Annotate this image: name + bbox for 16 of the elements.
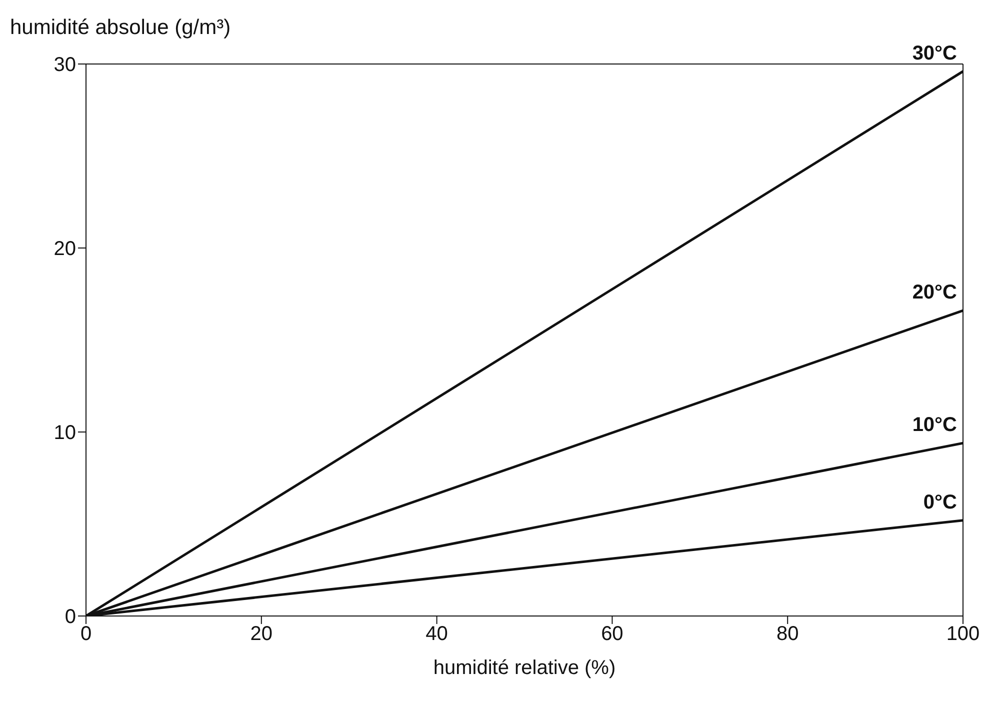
x-axis-title: humidité relative (%)	[433, 657, 616, 679]
series-label: 10°C	[912, 414, 957, 436]
y-axis-title: humidité absolue (g/m³)	[10, 16, 231, 40]
y-tick-label: 10	[54, 422, 76, 444]
x-tick-label: 20	[250, 623, 273, 646]
x-tick-label: 100	[946, 623, 980, 646]
series-label: 20°C	[912, 282, 957, 304]
series-label: 30°C	[912, 42, 957, 64]
x-tick-label: 80	[776, 623, 799, 646]
y-tick-label: 20	[54, 238, 76, 260]
x-tick-label: 0	[80, 623, 92, 646]
y-tick-label: 30	[54, 54, 76, 76]
series-label: 0°C	[923, 491, 957, 514]
y-tick-label: 0	[64, 606, 76, 628]
x-tick-label: 60	[601, 623, 624, 646]
x-tick-label: 40	[426, 623, 448, 646]
